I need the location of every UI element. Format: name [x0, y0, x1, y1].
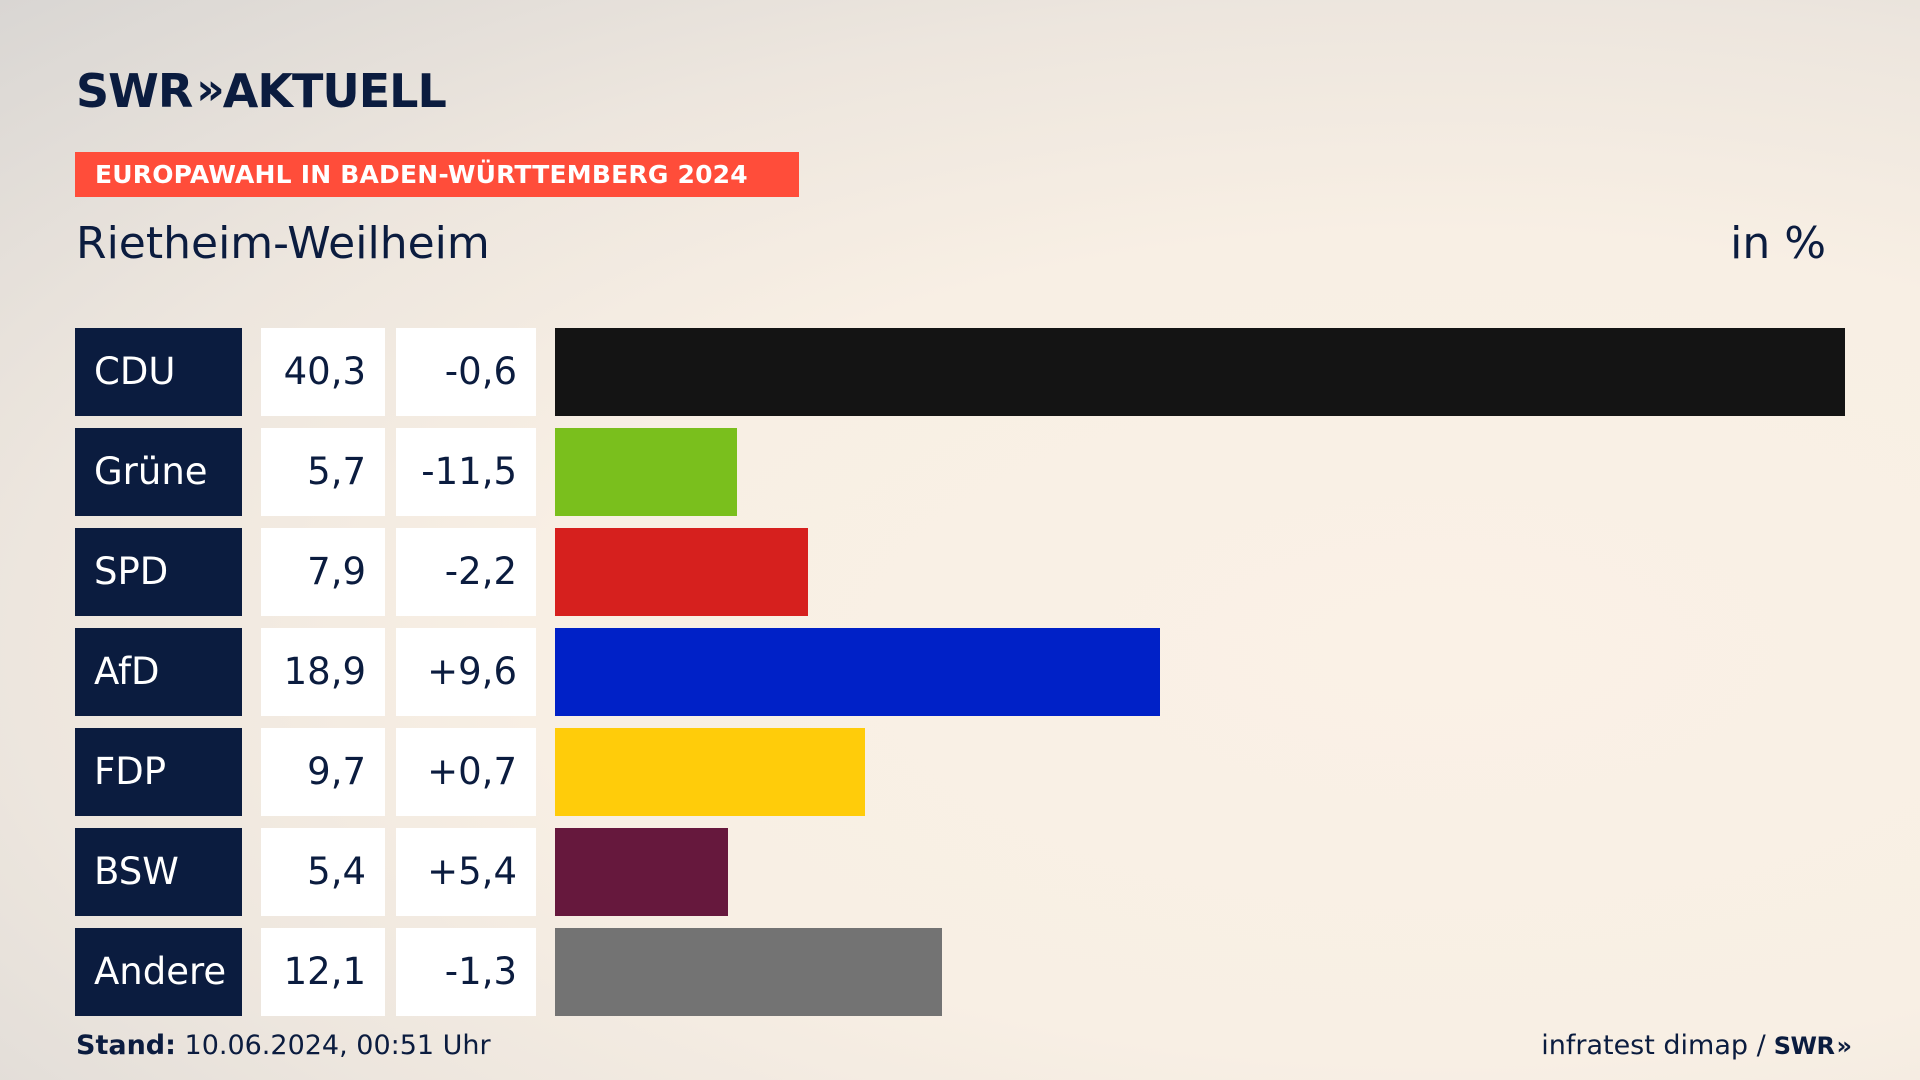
value-label: 18,9 [261, 628, 385, 716]
stand-value: 10.06.2024, 00:51 Uhr [184, 1030, 491, 1061]
results-bar-chart: CDU 40,3 -0,6 Grüne 5,7 -11,5 SPD 7,9 -2,2 AfD 18,… [75, 328, 1845, 1016]
result-bar [555, 528, 808, 616]
value-label: 5,7 [261, 428, 385, 516]
party-label: AfD [75, 628, 242, 716]
change-label: -11,5 [396, 428, 536, 516]
party-label: Grüne [75, 428, 242, 516]
source-credit: infratest dimap / SWR» [1541, 1030, 1852, 1061]
result-bar [555, 628, 1160, 716]
value-label: 7,9 [261, 528, 385, 616]
change-label: -0,6 [396, 328, 536, 416]
small-logo-text: SWR [1773, 1032, 1835, 1060]
chart-row: Andere 12,1 -1,3 [75, 928, 1845, 1016]
logo-swr-text: SWR [76, 64, 193, 118]
party-label: SPD [75, 528, 242, 616]
party-label: CDU [75, 328, 242, 416]
result-bar [555, 328, 1845, 416]
logo-aktuell-text: AKTUELL [222, 64, 447, 118]
party-label: Andere [75, 928, 242, 1016]
value-label: 9,7 [261, 728, 385, 816]
chart-row: AfD 18,9 +9,6 [75, 628, 1845, 716]
change-label: +0,7 [396, 728, 536, 816]
chart-row: CDU 40,3 -0,6 [75, 328, 1845, 416]
value-label: 40,3 [261, 328, 385, 416]
party-label: BSW [75, 828, 242, 916]
chart-row: Grüne 5,7 -11,5 [75, 428, 1845, 516]
value-label: 12,1 [261, 928, 385, 1016]
swr-small-logo: SWR» [1773, 1032, 1852, 1060]
timestamp: Stand: 10.06.2024, 00:51 Uhr [76, 1030, 491, 1061]
election-banner: EUROPAWAHL IN BADEN-WÜRTTEMBERG 2024 [75, 152, 799, 197]
small-logo-chevron-icon: » [1836, 1032, 1851, 1060]
logo-chevron-icon: » [196, 63, 225, 115]
swr-aktuell-logo: SWR » AKTUELL [76, 63, 447, 119]
unit-label: in % [1730, 218, 1826, 269]
change-label: -2,2 [396, 528, 536, 616]
chart-row: FDP 9,7 +0,7 [75, 728, 1845, 816]
chart-row: SPD 7,9 -2,2 [75, 528, 1845, 616]
change-label: +5,4 [396, 828, 536, 916]
result-bar [555, 428, 737, 516]
stand-label: Stand: [76, 1030, 176, 1061]
result-bar [555, 828, 728, 916]
result-bar [555, 928, 942, 1016]
source-text: infratest dimap / [1541, 1030, 1766, 1061]
result-bar [555, 728, 865, 816]
region-title: Rietheim-Weilheim [76, 218, 490, 269]
change-label: -1,3 [396, 928, 536, 1016]
chart-row: BSW 5,4 +5,4 [75, 828, 1845, 916]
change-label: +9,6 [396, 628, 536, 716]
value-label: 5,4 [261, 828, 385, 916]
party-label: FDP [75, 728, 242, 816]
